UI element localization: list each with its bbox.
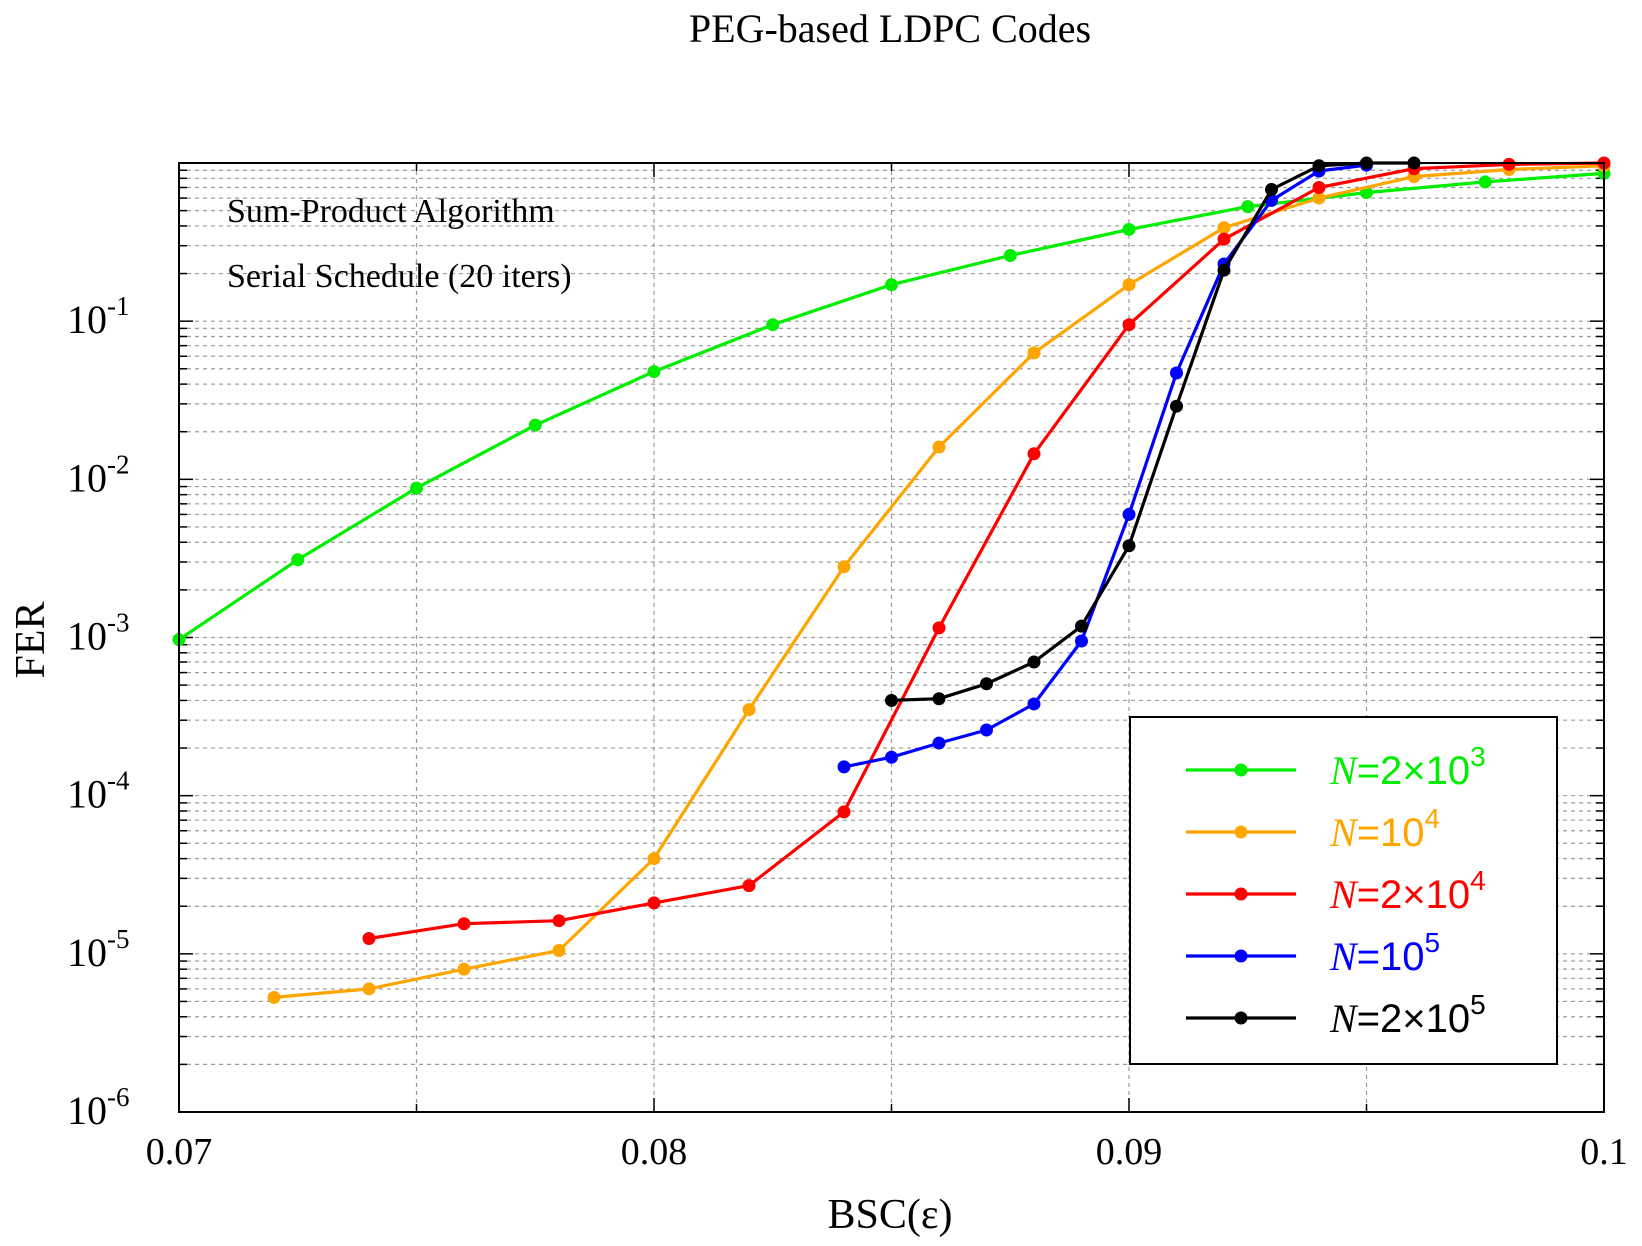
data-point [837, 560, 851, 574]
data-point [1122, 222, 1136, 236]
data-point [742, 703, 756, 717]
data-point [647, 896, 661, 910]
legend-item-2: N=104 [1186, 803, 1440, 855]
data-point [552, 914, 566, 928]
data-point [1027, 655, 1041, 669]
data-point [980, 677, 993, 691]
data-point [885, 278, 898, 292]
legend-label: N=2×105 [1329, 989, 1486, 1041]
series-lines [172, 156, 1611, 1004]
x-tick-label: 0.08 [621, 1131, 688, 1173]
legend-swatch-marker [1234, 949, 1248, 963]
data-point [552, 943, 566, 957]
data-point [1312, 181, 1326, 195]
data-point [1027, 447, 1041, 461]
data-point [837, 760, 851, 774]
data-point [1122, 539, 1136, 553]
y-tick-label: 10-3 [67, 608, 130, 659]
y-tick-label: 10-4 [67, 766, 130, 817]
y-tick-label: 10-1 [67, 291, 130, 342]
data-point [837, 805, 851, 819]
data-point [742, 879, 756, 893]
data-point [766, 318, 780, 332]
x-tick-labels: 0.07 0.08 0.09 0.1 [146, 1131, 1628, 1173]
legend-swatch-marker [1234, 763, 1248, 777]
data-point [1027, 346, 1041, 360]
data-point [1075, 634, 1088, 648]
data-point [457, 917, 471, 931]
x-tick-label: 0.07 [146, 1131, 213, 1173]
data-point [647, 365, 661, 379]
data-point [1478, 175, 1492, 189]
series-3 [362, 156, 1611, 946]
legend: N=2×103 N=104 N=2×104 N=105 N=2×105 [1129, 716, 1558, 1065]
data-point [1312, 191, 1326, 205]
data-point [1075, 619, 1088, 633]
legend-item-5: N=2×105 [1186, 989, 1486, 1041]
y-tick-label: 10-2 [67, 449, 130, 500]
data-point [362, 932, 376, 946]
data-point [1217, 263, 1231, 277]
legend-swatch-marker [1234, 825, 1248, 839]
legend-item-1: N=2×103 [1186, 741, 1486, 793]
data-point [932, 621, 946, 635]
x-tick-label: 0.09 [1096, 1131, 1163, 1173]
data-point [362, 982, 376, 996]
data-point [457, 962, 471, 976]
legend-label: N=2×104 [1329, 865, 1486, 917]
legend-box [1129, 716, 1558, 1065]
legend-swatch-marker [1234, 887, 1248, 901]
data-point [932, 736, 946, 750]
data-point [885, 750, 898, 764]
data-point [528, 418, 542, 432]
data-point [932, 440, 946, 454]
data-point [1502, 157, 1516, 171]
data-point [1003, 249, 1017, 263]
data-point [1122, 507, 1136, 521]
data-point [1027, 697, 1041, 711]
data-point [291, 553, 305, 567]
x-axis-label: BSC(ε) [828, 1192, 953, 1238]
y-axis-label: FER [8, 601, 54, 678]
chart-title: PEG-based LDPC Codes [689, 6, 1091, 51]
annotation-algorithm: Sum-Product Algorithm [227, 193, 555, 230]
x-tick-label: 0.1 [1580, 1131, 1628, 1173]
data-point [647, 852, 661, 866]
data-point [1217, 221, 1231, 235]
series-line [891, 161, 1414, 702]
data-point [1265, 182, 1278, 196]
legend-label: N=2×103 [1329, 741, 1486, 793]
data-point [932, 692, 946, 706]
series-4 [837, 158, 1373, 774]
data-point [1122, 318, 1136, 332]
data-point [885, 693, 898, 707]
data-point [1217, 232, 1231, 246]
y-tick-label: 10-5 [67, 924, 130, 975]
y-tick-labels: 10-1 10-2 10-3 10-4 10-5 10-6 [67, 291, 130, 1133]
series-line [843, 163, 1367, 769]
data-point [410, 481, 423, 495]
plot-frame [178, 162, 1605, 1113]
y-tick-label: 10-6 [67, 1082, 130, 1133]
legend-item-4: N=105 [1186, 927, 1440, 979]
data-point [267, 990, 281, 1004]
data-point [1241, 200, 1255, 214]
data-point [1122, 278, 1136, 292]
legend-swatch-marker [1234, 1011, 1248, 1025]
legend-label: N=105 [1329, 927, 1440, 979]
annotation-schedule: Serial Schedule (20 iters) [227, 258, 572, 295]
series-1 [172, 166, 1611, 647]
data-point [980, 723, 993, 737]
legend-label: N=104 [1329, 803, 1440, 855]
series-line [368, 161, 1605, 941]
data-point [1312, 159, 1326, 173]
data-point [1170, 399, 1183, 413]
data-point [1170, 366, 1183, 380]
legend-item-3: N=2×104 [1186, 865, 1486, 917]
